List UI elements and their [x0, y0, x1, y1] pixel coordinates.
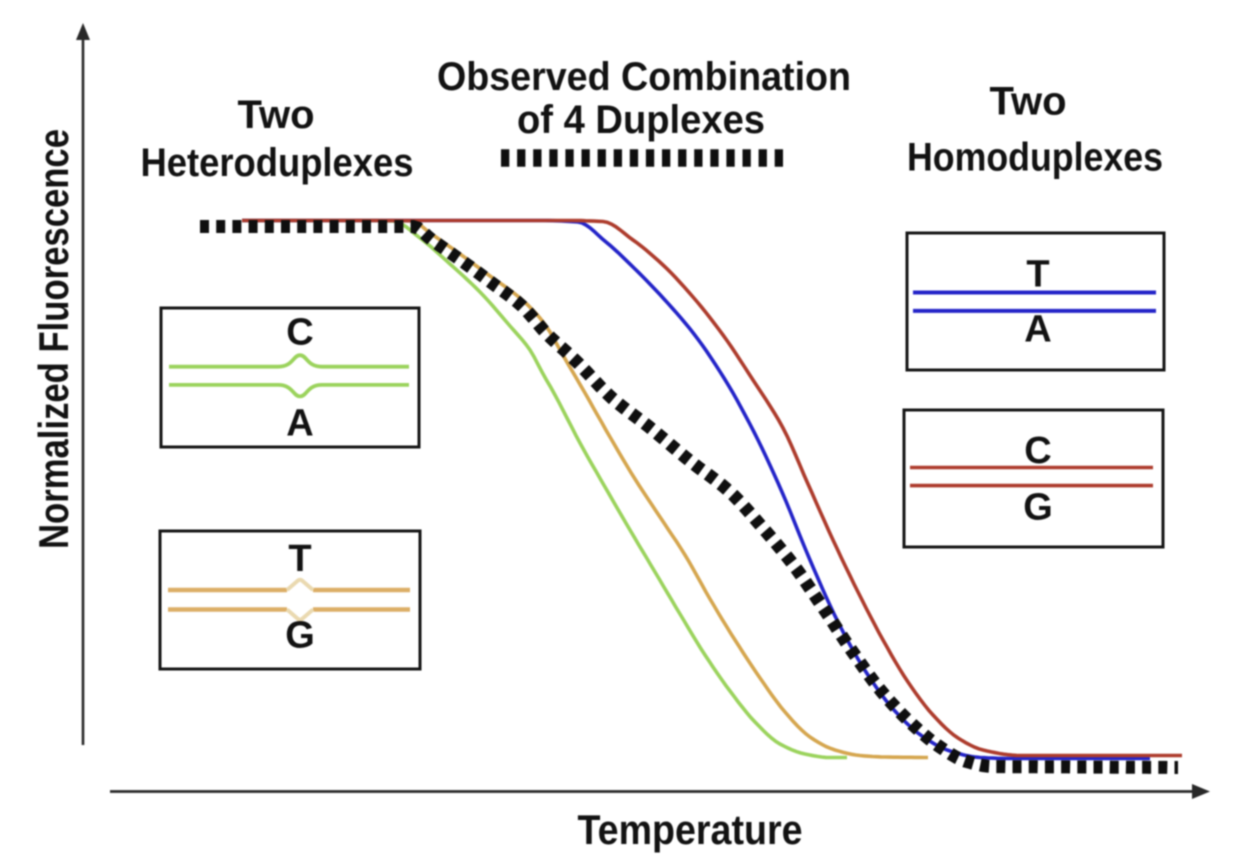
svg-text:G: G: [1023, 487, 1053, 529]
svg-text:G: G: [285, 615, 315, 657]
svg-text:Normalized Fluorescence: Normalized Fluorescence: [30, 129, 77, 549]
svg-text:A: A: [286, 402, 313, 444]
svg-text:C: C: [286, 312, 313, 354]
svg-text:Heteroduplexes: Heteroduplexes: [141, 141, 414, 185]
svg-text:Observed Combination: Observed Combination: [437, 55, 851, 99]
svg-text:A: A: [1024, 308, 1051, 350]
svg-text:T: T: [1026, 254, 1049, 296]
svg-text:of 4 Duplexes: of 4 Duplexes: [517, 98, 765, 142]
svg-text:Two: Two: [989, 80, 1066, 124]
svg-text:Temperature: Temperature: [578, 806, 803, 853]
svg-text:Homoduplexes: Homoduplexes: [907, 136, 1163, 180]
svg-text:T: T: [288, 538, 311, 580]
svg-text:C: C: [1024, 430, 1051, 472]
svg-text:Two: Two: [237, 93, 314, 137]
